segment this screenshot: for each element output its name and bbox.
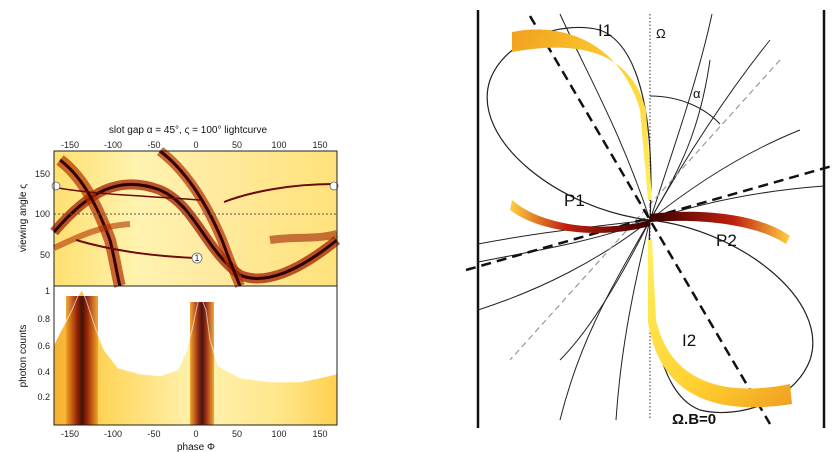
label-I2: I2: [682, 331, 696, 350]
bottom-tick-label: -50: [147, 429, 160, 439]
top-tick-label: -50: [147, 140, 160, 150]
label-P2: P2: [716, 231, 737, 250]
heatmap-track-line: [223, 183, 335, 203]
field-line: [477, 219, 651, 311]
top-tick-label: -150: [61, 140, 79, 150]
label-alpha: α: [693, 86, 701, 101]
beam-P2: [650, 211, 790, 244]
x-axis-label: phase Φ: [177, 442, 215, 452]
lightcurve-y-tick-label: 0.6: [37, 341, 50, 351]
heatmap-y-axis-label: viewing angle ς: [18, 184, 29, 252]
field-line: [649, 59, 711, 221]
lightcurve-frame: [53, 285, 338, 426]
field-line: [615, 219, 651, 421]
lightcurve-y-tick-label: 1: [45, 286, 50, 296]
field-line: [649, 39, 771, 221]
field-line: [649, 13, 713, 221]
heatmap-caustic-band: [52, 182, 338, 280]
heatmap-caustic-band: [159, 149, 242, 287]
heatmap-caustic-band: [269, 230, 339, 244]
top-tick-label: -100: [104, 140, 122, 150]
bottom-tick-label: 150: [312, 429, 327, 439]
label-I1: I1: [598, 21, 612, 40]
heatmap-marker: [329, 181, 339, 191]
beam-P1: [510, 200, 650, 233]
top-tick-label: 150: [312, 140, 327, 150]
heatmap-caustic-band: [52, 221, 131, 251]
top-tick-label: 100: [271, 140, 286, 150]
bottom-tick-label: 50: [232, 429, 242, 439]
lightcurve-peak-1: [66, 296, 98, 425]
label-omega: Ω: [656, 26, 666, 41]
heatmap-y-tick-label: 150: [35, 169, 50, 179]
heatmap-marker: [191, 252, 203, 264]
bottom-tick-labels: -150 -100 -50 0 50 100 150: [61, 429, 328, 439]
top-tick-label: 50: [232, 140, 242, 150]
beam-I1: [512, 29, 652, 201]
label-P1: P1: [564, 191, 585, 210]
right-panel: I1 Ω α P1 P2 I2 Ω.B=0: [465, 10, 833, 428]
left-panel: slot gap α = 45°, ς = 100° lightcurve -1…: [18, 125, 341, 452]
heatmap-track-line: [57, 187, 201, 201]
field-line: [559, 219, 651, 421]
heatmap-y-tick-label: 100: [35, 209, 50, 219]
bottom-tick-label: -150: [61, 429, 79, 439]
top-tick-labels: -150 -100 -50 0 50 100 150: [61, 140, 328, 150]
left-panel-title: slot gap α = 45°, ς = 100° lightcurve: [109, 125, 268, 136]
field-line: [477, 219, 651, 245]
lightcurve-y-axis: 0.2 0.4 0.6 0.8 1 photon counts: [18, 286, 50, 402]
lightcurve-y-tick-label: 0.8: [37, 314, 50, 324]
alpha-angle-arc: [649, 95, 721, 125]
lightcurve-y-axis-label: photon counts: [18, 325, 29, 388]
beam-I2: [648, 240, 792, 408]
bottom-tick-label: 0: [193, 429, 198, 439]
field-line: [559, 219, 651, 361]
heatmap-plot: 1: [50, 147, 341, 288]
heatmap-track-line: [75, 239, 196, 259]
lightcurve-plot: [53, 285, 338, 426]
label-omega-b: Ω.B=0: [672, 411, 716, 428]
lightcurve-y-tick-label: 0.2: [37, 392, 50, 402]
lightcurve-envelope: [53, 288, 338, 383]
top-tick-label: 0: [193, 140, 198, 150]
heatmap-marker-label: 1: [194, 253, 199, 263]
heatmap-marker: [51, 181, 61, 191]
field-line: [649, 129, 801, 221]
bottom-tick-label: 100: [271, 429, 286, 439]
heatmap-caustic-band: [59, 158, 122, 287]
heatmap-y-axis: 50 100 150 viewing angle ς: [18, 169, 50, 260]
bottom-tick-label: -100: [104, 429, 122, 439]
heatmap-y-tick-label: 50: [40, 250, 50, 260]
lightcurve-y-tick-label: 0.4: [37, 367, 50, 377]
